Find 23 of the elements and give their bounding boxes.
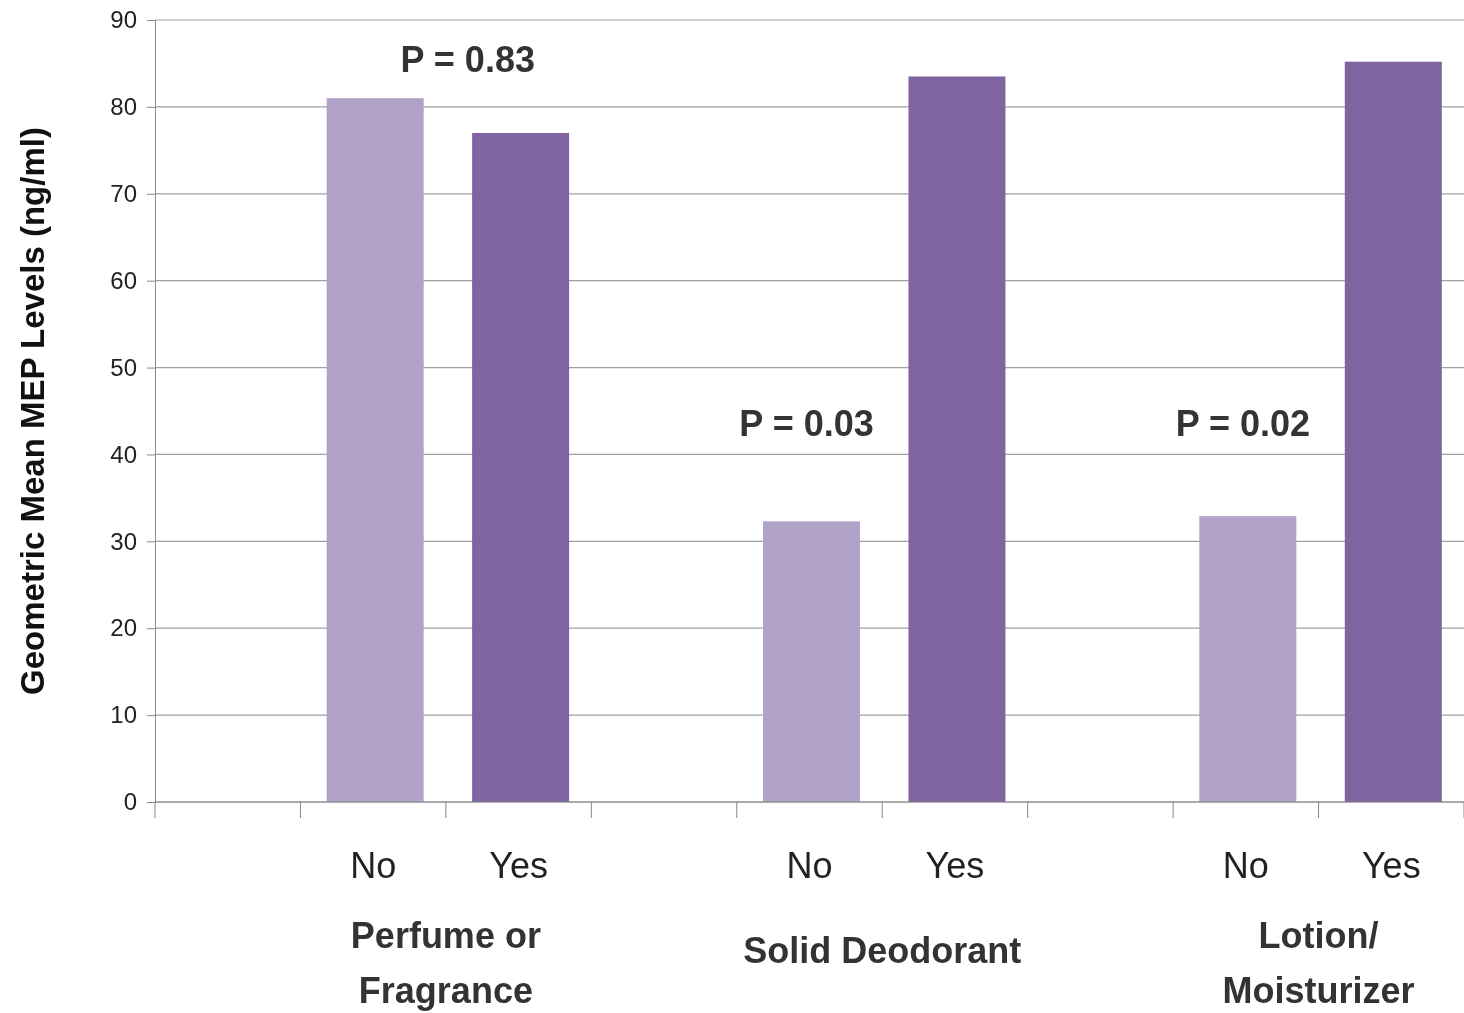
- y-axis-title: Geometric Mean MEP Levels (ng/ml): [14, 127, 51, 695]
- y-tick-label: 0: [123, 788, 137, 816]
- y-tick-label: 70: [110, 179, 137, 207]
- y-tick-label: 10: [110, 701, 137, 729]
- y-tick-label: 40: [110, 440, 137, 468]
- y-tick-label: 90: [110, 6, 137, 34]
- x-tick-label: Yes: [489, 845, 548, 886]
- annotation: P = 0.03: [739, 403, 874, 444]
- y-tick-label: 30: [110, 527, 137, 555]
- x-tick-label: No: [350, 845, 397, 886]
- y-tick-label: 50: [110, 353, 137, 381]
- text: Perfume or Fragrance: [350, 915, 541, 1011]
- annotation: P = 0.02: [1175, 403, 1311, 444]
- text: Solid Deodorant: [743, 930, 1022, 971]
- x-tick-label: No: [1222, 845, 1269, 886]
- x-tick-label: Yes: [925, 845, 985, 886]
- y-tick-label: 80: [110, 93, 137, 121]
- x-tick-label: No: [786, 845, 833, 886]
- y-tick-label: 20: [110, 614, 137, 642]
- x-tick-label: Yes: [1361, 845, 1421, 886]
- y-tick-label: 60: [110, 266, 137, 294]
- annotation: P = 0.83: [400, 39, 535, 80]
- text: Lotion/ Moisturizer: [1222, 915, 1415, 1011]
